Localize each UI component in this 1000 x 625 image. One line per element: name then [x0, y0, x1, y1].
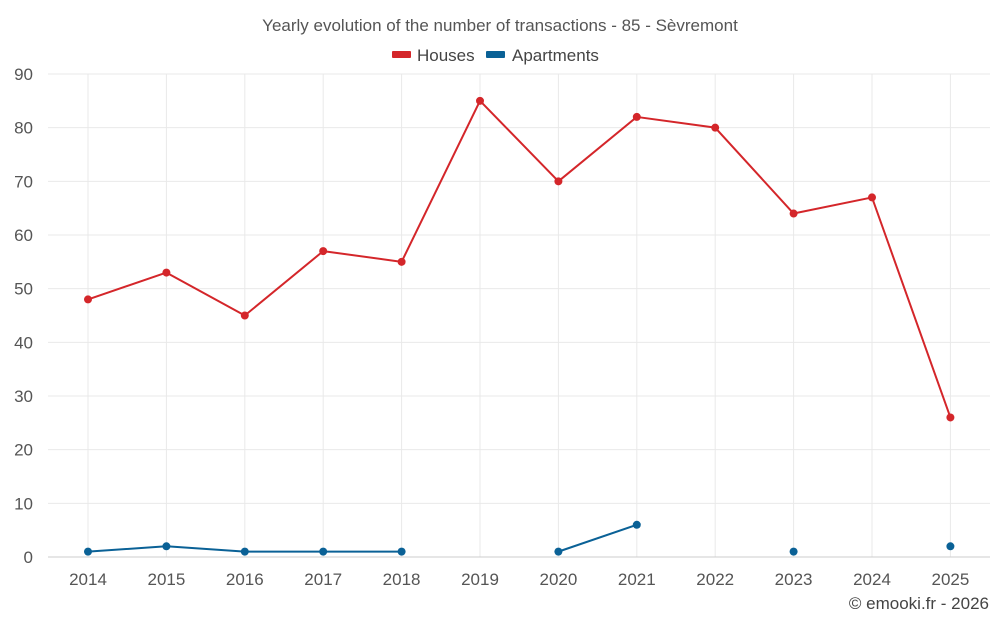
- y-tick-label: 30: [14, 387, 33, 406]
- x-tick-label: 2021: [618, 570, 656, 589]
- apartments-point-2023[interactable]: [789, 547, 798, 556]
- legend-swatch-apartments: [486, 51, 505, 58]
- houses-point-2014[interactable]: [84, 295, 92, 304]
- chart-title: Yearly evolution of the number of transa…: [262, 16, 738, 35]
- houses-line-segment: [87, 99, 952, 418]
- x-tick-label: 2016: [226, 570, 264, 589]
- legend: Houses Apartments: [392, 46, 599, 65]
- y-tick-label: 50: [14, 280, 33, 299]
- houses-point-2024[interactable]: [868, 193, 876, 202]
- apartments-point-2016[interactable]: [240, 547, 249, 556]
- apartments-point-2025[interactable]: [946, 542, 955, 551]
- series-group: [84, 96, 955, 556]
- y-tick-label: 40: [14, 333, 33, 352]
- apartments-point-2017[interactable]: [319, 547, 328, 556]
- houses-point-2020[interactable]: [554, 177, 563, 186]
- x-tick-label: 2023: [775, 570, 813, 589]
- y-tick-label: 80: [14, 119, 33, 138]
- y-tick-label: 0: [24, 548, 33, 567]
- x-tick-label: 2014: [69, 570, 107, 589]
- houses-point-2018[interactable]: [397, 257, 406, 266]
- legend-label-houses: Houses: [417, 46, 475, 65]
- x-tick-label: 2015: [147, 570, 185, 589]
- x-tick-label: 2025: [931, 570, 969, 589]
- legend-item-apartments[interactable]: Apartments: [486, 46, 599, 65]
- y-tick-label: 10: [14, 494, 33, 513]
- y-tick-label: 60: [14, 226, 33, 245]
- x-tick-label: 2022: [696, 570, 734, 589]
- houses-point-2025[interactable]: [946, 413, 955, 422]
- x-gridlines: [87, 74, 951, 557]
- series-apartments: [84, 520, 955, 556]
- y-axis-ticks: 0 10 20 30 40 50 60 70 80 90: [14, 65, 33, 567]
- series-houses: [84, 96, 955, 422]
- legend-swatch-houses: [392, 51, 411, 58]
- legend-item-houses[interactable]: Houses: [392, 46, 475, 65]
- houses-point-2016[interactable]: [240, 311, 249, 320]
- houses-point-2017[interactable]: [319, 247, 328, 256]
- credit-text: © emooki.fr - 2026: [849, 594, 989, 613]
- x-tick-label: 2019: [461, 570, 499, 589]
- x-axis-ticks: 2014 2015 2016 2017 2018 2019 2020 2021 2022 2023…: [69, 570, 969, 589]
- apartments-point-2015[interactable]: [162, 542, 171, 551]
- houses-point-2022[interactable]: [711, 123, 720, 132]
- y-tick-label: 20: [14, 441, 33, 460]
- legend-label-apartments: Apartments: [512, 46, 599, 65]
- houses-point-2019[interactable]: [476, 96, 484, 105]
- apartments-point-2014[interactable]: [84, 547, 92, 556]
- houses-point-2021[interactable]: [632, 112, 641, 121]
- apartments-point-2020[interactable]: [554, 547, 563, 556]
- x-tick-label: 2020: [539, 570, 577, 589]
- y-tick-label: 90: [14, 65, 33, 84]
- houses-point-2023[interactable]: [789, 209, 798, 218]
- apartments-point-2021[interactable]: [632, 520, 641, 529]
- y-gridlines: [48, 73, 990, 504]
- apartments-point-2018[interactable]: [397, 547, 406, 556]
- x-tick-label: 2024: [853, 570, 891, 589]
- houses-point-2015[interactable]: [162, 268, 171, 277]
- x-tick-label: 2018: [383, 570, 421, 589]
- y-tick-label: 70: [14, 172, 33, 191]
- x-tick-label: 2017: [304, 570, 342, 589]
- apartments-line-segment: [558, 523, 638, 553]
